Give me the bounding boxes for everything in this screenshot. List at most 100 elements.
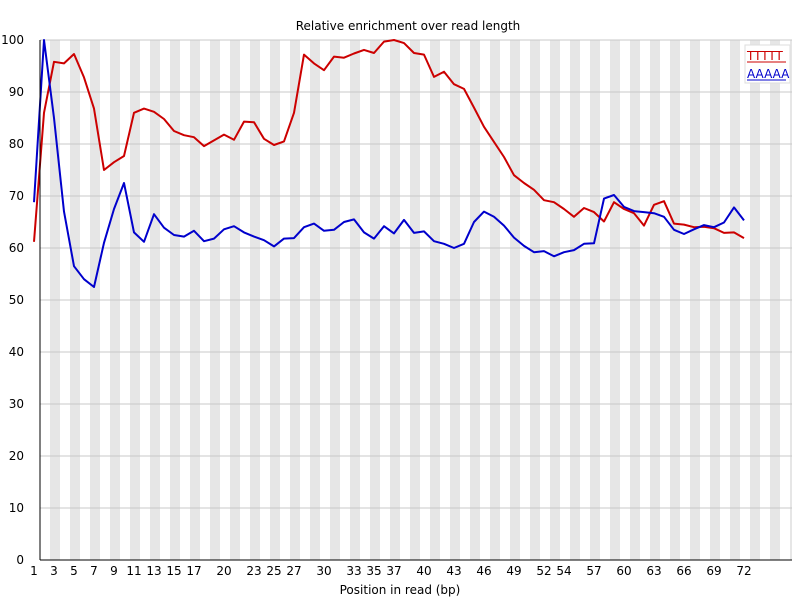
y-tick-label: 100 bbox=[1, 33, 24, 47]
data-point-ttttt bbox=[543, 199, 546, 202]
data-point-aaaaa bbox=[603, 197, 606, 200]
data-point-ttttt bbox=[443, 70, 446, 73]
y-tick-label: 80 bbox=[9, 137, 24, 151]
data-point-ttttt bbox=[413, 52, 416, 55]
data-point-ttttt bbox=[243, 120, 246, 123]
data-point-aaaaa bbox=[343, 221, 346, 224]
x-axis-tick-labels: 1 3 5 7 9 11 13 15 17 20 23 25 27 30 33 35 37 40 43 46 49 52 5… bbox=[30, 564, 751, 578]
data-point-ttttt bbox=[283, 140, 286, 143]
data-point-ttttt bbox=[33, 240, 36, 243]
data-point-aaaaa bbox=[663, 215, 666, 218]
legend-label-ttttt: TTTTT bbox=[746, 49, 783, 63]
data-series-lines bbox=[33, 39, 746, 288]
data-point-aaaaa bbox=[363, 231, 366, 234]
x-tick-label: 35 bbox=[366, 564, 381, 578]
data-point-aaaaa bbox=[453, 247, 456, 250]
data-point-ttttt bbox=[113, 161, 116, 164]
data-point-ttttt bbox=[323, 69, 326, 72]
data-point-aaaaa bbox=[293, 237, 296, 240]
data-point-aaaaa bbox=[313, 222, 316, 225]
data-point-ttttt bbox=[553, 201, 556, 204]
x-tick-label: 17 bbox=[186, 564, 201, 578]
data-point-ttttt bbox=[653, 203, 656, 206]
data-point-aaaaa bbox=[73, 265, 76, 268]
data-point-ttttt bbox=[343, 56, 346, 59]
data-point-ttttt bbox=[213, 139, 216, 142]
data-point-ttttt bbox=[83, 76, 86, 79]
data-point-aaaaa bbox=[283, 237, 286, 240]
x-tick-label: 3 bbox=[50, 564, 58, 578]
data-point-ttttt bbox=[333, 55, 336, 58]
x-tick-label: 46 bbox=[476, 564, 491, 578]
data-point-ttttt bbox=[143, 107, 146, 110]
x-tick-label: 13 bbox=[146, 564, 161, 578]
data-point-ttttt bbox=[313, 62, 316, 65]
x-tick-label: 52 bbox=[536, 564, 551, 578]
data-point-aaaaa bbox=[673, 228, 676, 231]
y-tick-label: 40 bbox=[9, 345, 24, 359]
data-point-ttttt bbox=[393, 39, 396, 42]
data-point-aaaaa bbox=[133, 231, 136, 234]
x-tick-label: 7 bbox=[90, 564, 98, 578]
data-point-aaaaa bbox=[443, 242, 446, 245]
data-point-ttttt bbox=[93, 107, 96, 110]
data-point-aaaaa bbox=[503, 224, 506, 227]
data-point-aaaaa bbox=[33, 201, 36, 204]
data-point-aaaaa bbox=[593, 242, 596, 245]
data-point-ttttt bbox=[223, 133, 226, 136]
data-point-aaaaa bbox=[243, 231, 246, 234]
data-point-ttttt bbox=[533, 188, 536, 191]
x-tick-label: 27 bbox=[286, 564, 301, 578]
data-point-ttttt bbox=[403, 42, 406, 45]
x-tick-label: 43 bbox=[446, 564, 461, 578]
data-point-aaaaa bbox=[523, 244, 526, 247]
data-point-ttttt bbox=[493, 140, 496, 143]
x-tick-label: 60 bbox=[616, 564, 631, 578]
x-tick-label: 9 bbox=[110, 564, 118, 578]
data-point-aaaaa bbox=[573, 249, 576, 252]
x-tick-label: 23 bbox=[246, 564, 261, 578]
y-axis-tick-labels: 0 10 20 30 40 50 60 70 80 90 100 bbox=[1, 33, 24, 567]
series-line-ttttt bbox=[33, 39, 745, 242]
data-point-ttttt bbox=[63, 62, 66, 65]
x-tick-label: 40 bbox=[416, 564, 431, 578]
data-point-ttttt bbox=[613, 201, 616, 204]
data-point-ttttt bbox=[133, 111, 136, 114]
data-point-aaaaa bbox=[323, 229, 326, 232]
x-tick-label: 20 bbox=[216, 564, 231, 578]
x-tick-label: 66 bbox=[676, 564, 691, 578]
data-point-ttttt bbox=[253, 121, 256, 124]
data-point-aaaaa bbox=[513, 236, 516, 239]
data-point-ttttt bbox=[593, 211, 596, 214]
data-point-ttttt bbox=[263, 137, 266, 140]
data-point-ttttt bbox=[643, 224, 646, 227]
data-point-aaaaa bbox=[193, 229, 196, 232]
data-point-aaaaa bbox=[163, 226, 166, 229]
x-tick-label: 37 bbox=[386, 564, 401, 578]
legend-box bbox=[744, 44, 791, 84]
x-tick-label: 57 bbox=[586, 564, 601, 578]
data-point-aaaaa bbox=[743, 219, 746, 222]
data-point-ttttt bbox=[673, 222, 676, 225]
data-point-aaaaa bbox=[423, 230, 426, 233]
data-point-ttttt bbox=[183, 134, 186, 137]
data-point-aaaaa bbox=[353, 218, 356, 221]
data-point-aaaaa bbox=[213, 237, 216, 240]
data-point-aaaaa bbox=[693, 228, 696, 231]
data-point-aaaaa bbox=[263, 239, 266, 242]
data-point-ttttt bbox=[293, 111, 296, 114]
data-point-ttttt bbox=[303, 53, 306, 56]
data-point-ttttt bbox=[193, 136, 196, 139]
data-point-ttttt bbox=[353, 52, 356, 55]
x-tick-label: 5 bbox=[70, 564, 78, 578]
data-point-ttttt bbox=[563, 208, 566, 211]
data-point-ttttt bbox=[473, 106, 476, 109]
data-point-aaaaa bbox=[413, 231, 416, 234]
y-tick-label: 90 bbox=[9, 85, 24, 99]
data-point-aaaaa bbox=[493, 215, 496, 218]
data-point-aaaaa bbox=[533, 251, 536, 254]
data-point-aaaaa bbox=[703, 224, 706, 227]
data-point-aaaaa bbox=[123, 182, 126, 185]
y-tick-label: 10 bbox=[9, 501, 24, 515]
